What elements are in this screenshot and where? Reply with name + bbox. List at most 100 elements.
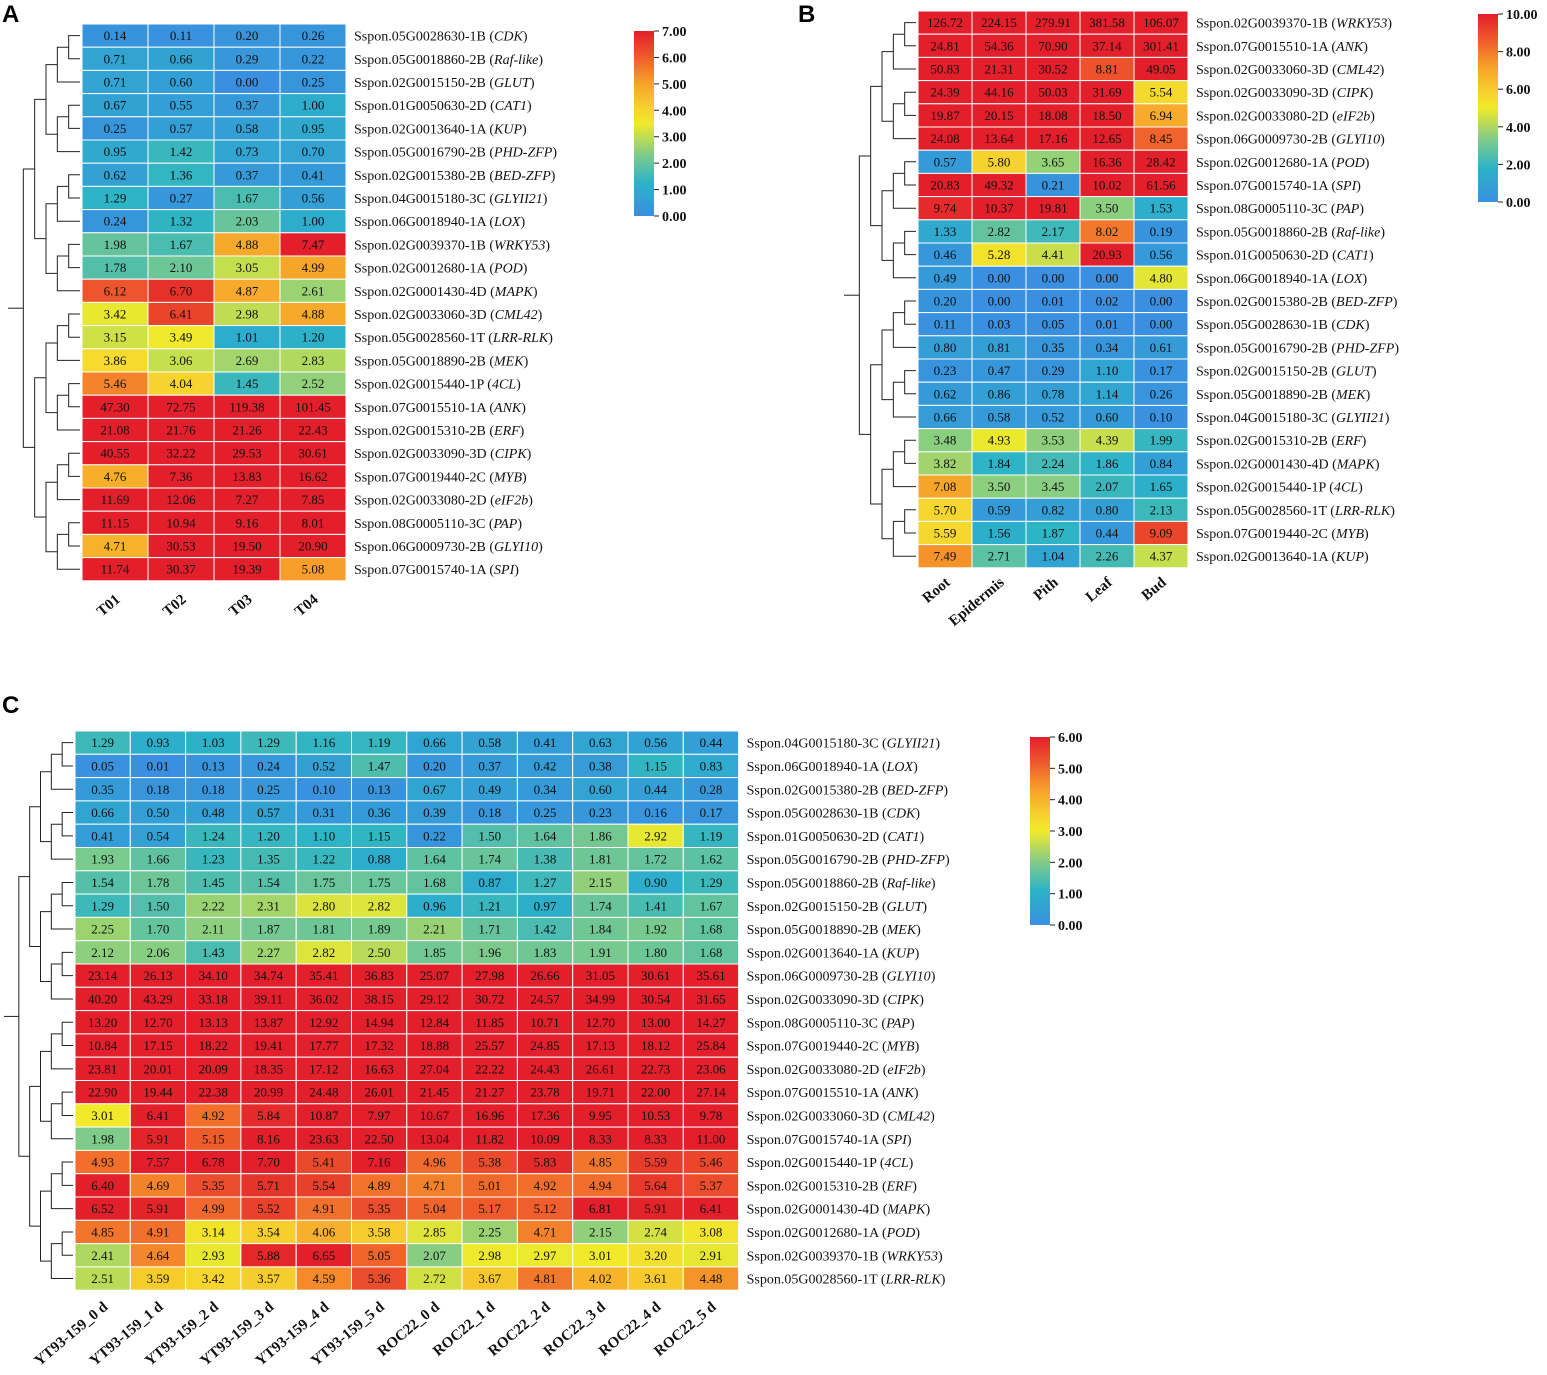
cell-value: 13.13 — [199, 1015, 228, 1030]
cell-value: 10.09 — [530, 1131, 559, 1146]
cell-value: 0.54 — [147, 828, 170, 843]
cell-value: 1.10 — [1096, 363, 1119, 378]
cell-value: 0.31 — [312, 805, 335, 820]
cell-value: 1.29 — [700, 875, 723, 890]
cell-value: 1.47 — [368, 758, 391, 773]
cell-value: 4.85 — [91, 1224, 114, 1239]
cell-value: 3.53 — [1042, 433, 1065, 448]
dendrogram-branch — [40, 911, 52, 982]
cell-value: 1.93 — [91, 852, 114, 867]
row-label: Sspon.05G0018860-2B (Raf-like) — [354, 53, 543, 68]
cell-value: 7.49 — [934, 549, 957, 564]
cell-value: 4.88 — [236, 237, 259, 252]
cell-value: 19.44 — [143, 1085, 173, 1100]
cell-value: 1.75 — [312, 875, 335, 890]
cell-value: 22.22 — [475, 1061, 504, 1076]
cell-value: 5.64 — [644, 1178, 667, 1193]
cell-value: 4.94 — [589, 1178, 612, 1193]
cell-value: 31.65 — [696, 991, 725, 1006]
legend-colorbar — [1030, 737, 1050, 925]
cell-value: 1.98 — [104, 237, 127, 252]
cell-value: 14.27 — [696, 1015, 726, 1030]
dendrogram-branch — [61, 951, 73, 977]
dendrogram-branch — [61, 881, 73, 907]
cell-value: 0.73 — [236, 144, 259, 159]
legend-tick-label: 1.00 — [662, 184, 687, 199]
cell-value: 33.18 — [199, 991, 228, 1006]
cell-value: 0.60 — [170, 75, 193, 90]
cell-value: 4.85 — [589, 1155, 612, 1170]
legend-colorbar — [634, 31, 654, 216]
row-label: Sspon.02G0033060-3D (CML42) — [747, 1109, 936, 1124]
cell-value: 1.87 — [257, 922, 280, 937]
legend-tick-label: 2.00 — [662, 157, 687, 172]
cell-value: 0.13 — [368, 782, 391, 797]
row-label: Sspon.02G0039370-1B (WRKY53) — [1196, 17, 1392, 32]
dendrogram-branch — [904, 300, 916, 325]
cell-value: 0.22 — [302, 51, 325, 66]
cell-value: 8.45 — [1150, 131, 1173, 146]
cell-value: 6.41 — [147, 1108, 170, 1123]
legend-tick-label: 5.00 — [662, 78, 687, 93]
cell-value: 2.21 — [423, 922, 446, 937]
cell-value: 0.63 — [589, 735, 612, 750]
cell-value: 3.06 — [170, 353, 193, 368]
cell-value: 9.74 — [934, 201, 957, 216]
cell-value: 5.80 — [988, 154, 1011, 169]
dendrogram-branch — [904, 91, 916, 116]
cell-value: 29.12 — [420, 991, 449, 1006]
cell-value: 50.83 — [930, 62, 959, 77]
legend-tick-label: 3.00 — [1058, 825, 1083, 840]
column-label: T03 — [226, 592, 255, 620]
cell-value: 5.15 — [202, 1131, 225, 1146]
legend-tick-label: 2.00 — [1058, 856, 1083, 871]
cell-value: 6.78 — [202, 1155, 225, 1170]
cell-value: 21.08 — [100, 423, 129, 438]
cell-value: 11.00 — [697, 1131, 726, 1146]
cell-value: 3.48 — [934, 433, 957, 448]
cell-value: 4.69 — [147, 1178, 170, 1193]
row-label: Sspon.02G0013640-1A (KUP) — [354, 122, 527, 137]
cell-value: 20.90 — [298, 539, 327, 554]
cell-value: 1.41 — [644, 898, 667, 913]
cell-value: 1.01 — [236, 330, 259, 345]
legend-tick-label: 7.00 — [662, 25, 687, 40]
dendrogram-branch — [904, 439, 916, 464]
cell-value: 3.15 — [104, 330, 127, 345]
cell-value: 1.78 — [147, 875, 170, 890]
cell-value: 0.38 — [589, 758, 612, 773]
cell-value: 301.41 — [1143, 38, 1179, 53]
cell-value: 35.61 — [696, 968, 725, 983]
cell-value: 22.38 — [199, 1085, 228, 1100]
cell-value: 0.67 — [423, 782, 446, 797]
cell-value: 11.82 — [475, 1131, 504, 1146]
cell-value: 32.22 — [166, 446, 195, 461]
cell-value: 0.27 — [170, 191, 193, 206]
cell-value: 39.11 — [254, 991, 283, 1006]
cell-value: 3.65 — [1042, 154, 1065, 169]
column-label: Pith — [1031, 574, 1062, 604]
cell-value: 1.87 — [1042, 526, 1065, 541]
cell-value: 0.52 — [312, 758, 335, 773]
cell-value: 7.47 — [302, 237, 325, 252]
row-label: Sspon.07G0015740-1A (SPI) — [1196, 179, 1361, 194]
cell-value: 2.82 — [312, 945, 335, 960]
row-label: Sspon.02G0033090-3D (CIPK) — [1196, 86, 1374, 101]
cell-value: 1.22 — [312, 852, 335, 867]
cell-value: 0.26 — [1150, 386, 1173, 401]
cell-value: 2.12 — [91, 945, 114, 960]
cell-value: 3.08 — [700, 1224, 723, 1239]
cell-value: 1.50 — [147, 898, 170, 913]
cell-value: 2.07 — [423, 1248, 446, 1263]
cell-value: 2.15 — [589, 875, 612, 890]
cell-value: 5.52 — [257, 1201, 280, 1216]
cell-value: 2.61 — [302, 283, 325, 298]
cell-value: 13.04 — [420, 1131, 450, 1146]
column-label: Epidermis — [946, 575, 1007, 630]
dendrogram-branch — [34, 377, 46, 518]
cell-value: 0.44 — [700, 735, 723, 750]
cell-value: 5.91 — [147, 1131, 170, 1146]
cell-value: 1.10 — [312, 828, 335, 843]
cell-value: 1.42 — [170, 144, 193, 159]
row-label: Sspon.02G0015310-2B (ERF) — [747, 1179, 918, 1194]
